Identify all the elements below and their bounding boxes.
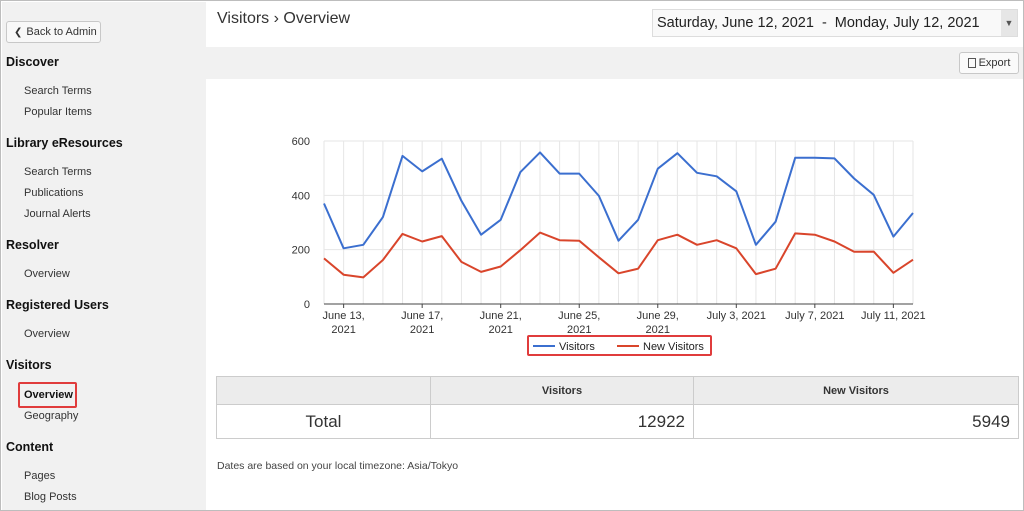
series-line-new-visitors [323, 231, 914, 279]
sidebar-item-geography[interactable]: Geography [24, 410, 79, 422]
date-end: Monday, July 12, 2021 [834, 15, 980, 31]
totals-table: Visitors New Visitors Total 12922 5949 [216, 376, 1019, 439]
x-tick-label-year: 2021 [488, 324, 512, 336]
y-tick-label: 600 [292, 136, 310, 148]
page-header: Visitors › Overview Saturday, June 12, 2… [206, 2, 1023, 47]
sidebar-item-pages[interactable]: Pages [24, 470, 56, 482]
back-to-admin-button[interactable]: ❮ Back to Admin [6, 21, 101, 43]
sidebar-item-journal-alerts[interactable]: Journal Alerts [24, 208, 91, 220]
export-button[interactable]: Export [959, 52, 1019, 74]
table-header-row: Visitors New Visitors [216, 376, 1019, 405]
series-line-visitors [323, 151, 914, 250]
table-header-new-visitors: New Visitors [693, 376, 1019, 405]
table-header-empty [216, 376, 431, 405]
x-tick-label: June 17, [401, 310, 443, 322]
x-tick-label: June 21, [480, 310, 522, 322]
chevron-left-icon: ❮ [14, 26, 23, 38]
page-title: Visitors › Overview [217, 10, 351, 27]
x-tick-label-year: 2021 [646, 324, 670, 336]
section-discover: Discover [6, 55, 59, 69]
export-file-icon [967, 58, 976, 68]
total-label: Total [216, 404, 431, 439]
sidebar-item-popular-items[interactable]: Popular Items [24, 106, 92, 118]
x-tick-label: July 11, 2021 [861, 310, 926, 322]
section-library-eresources: Library eResources [6, 136, 123, 150]
visitors-chart: 0 200 400 600 June 13, 2021 June 17, 2021 June 2… [206, 121, 1023, 366]
x-tick-label: June 29, [637, 310, 679, 322]
legend-highlight-box [527, 335, 712, 356]
sidebar: ❮ Back to Admin Discover Search Terms Po… [2, 2, 206, 510]
timezone-note: Dates are based on your local timezone: … [217, 460, 459, 472]
sidebar-item-discover-search-terms[interactable]: Search Terms [24, 85, 92, 97]
x-tick-label-year: 2021 [567, 324, 591, 336]
highlight-box-active-item [18, 382, 77, 408]
x-tick-label: July 3, 2021 [707, 310, 766, 322]
x-tick-label-year: 2021 [410, 324, 434, 336]
total-new-visitors: 5949 [693, 404, 1019, 439]
sidebar-item-resolver-overview[interactable]: Overview [24, 268, 70, 280]
sidebar-item-eresources-search-terms[interactable]: Search Terms [24, 166, 92, 178]
chevron-down-icon[interactable]: ▼ [1001, 10, 1017, 36]
sidebar-item-blog-posts[interactable]: Blog Posts [24, 491, 77, 503]
x-tick-label: June 25, [558, 310, 600, 322]
sidebar-item-publications[interactable]: Publications [24, 187, 84, 199]
y-tick-label: 0 [304, 299, 310, 311]
y-tick-label: 400 [292, 190, 310, 202]
date-range-selector[interactable]: Saturday, June 12, 2021 - Monday, July 1… [652, 9, 1018, 37]
x-tick-label: June 13, [323, 310, 365, 322]
toolbar: Export [206, 47, 1023, 79]
date-start: Saturday, June 12, 2021 [657, 15, 814, 31]
total-visitors: 12922 [430, 404, 694, 439]
export-label: Export [978, 57, 1011, 69]
y-tick-label: 200 [292, 245, 310, 257]
sidebar-item-visitors-overview[interactable]: Overview [24, 389, 73, 401]
date-separator: - [821, 15, 827, 31]
table-header-visitors: Visitors [430, 376, 694, 405]
legend-label: New Visitors [643, 341, 704, 353]
x-tick-label: July 7, 2021 [785, 310, 844, 322]
section-registered-users: Registered Users [6, 298, 109, 312]
line-chart-svg: 0 200 400 600 June 13, 2021 June 17, 2021 June 2… [292, 136, 926, 353]
x-tick-label-year: 2021 [331, 324, 355, 336]
section-content: Content [6, 440, 54, 454]
sidebar-item-registered-users-overview[interactable]: Overview [24, 328, 70, 340]
back-to-admin-label: Back to Admin [26, 26, 97, 38]
section-resolver: Resolver [6, 238, 59, 252]
table-row: Total 12922 5949 [216, 404, 1019, 439]
section-visitors: Visitors [6, 358, 52, 372]
legend-label: Visitors [559, 341, 595, 353]
